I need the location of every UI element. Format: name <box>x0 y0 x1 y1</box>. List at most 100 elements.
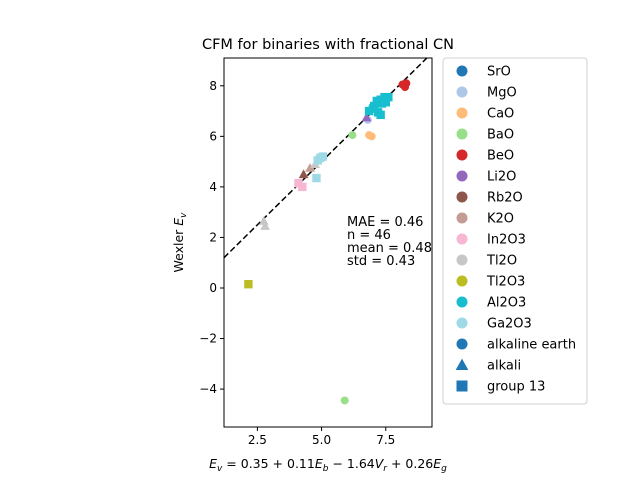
legend-entry: BaO <box>456 128 514 143</box>
y-axis-label-part: Wexler <box>171 226 186 273</box>
chart-title: CFM for binaries with fractional CN <box>202 37 454 53</box>
legend-label: Rb2O <box>487 191 523 206</box>
point-cao-1 <box>367 132 376 141</box>
point-tl2o3-0 <box>244 280 253 289</box>
legend-marker-bao <box>456 128 468 140</box>
legend-marker-in2o3 <box>456 233 468 245</box>
point-in2o3-1 <box>298 182 307 192</box>
x-axis-label-part: E <box>433 456 441 471</box>
legend-label: Ga2O3 <box>487 317 532 332</box>
legend-label: group 13 <box>487 380 545 395</box>
legend-label: Tl2O3 <box>486 275 525 290</box>
legend-marker-mgo <box>456 86 468 98</box>
legend-entry: In2O3 <box>456 233 526 248</box>
stats-line: mean = 0.48 <box>347 241 432 256</box>
x-tick-label: 5.0 <box>312 433 331 447</box>
legend-label: SrO <box>487 65 511 80</box>
legend: SrO MgO CaO BaO BeO Li2O Rb2O K2O In2O3 Tl2O Tl2O3… <box>442 57 588 405</box>
legend-marker-group-13 <box>456 380 468 392</box>
legend-entry: alkaline earth <box>456 338 576 353</box>
x-axis-label-part: b <box>323 464 329 474</box>
legend-entry: alkali <box>455 358 521 374</box>
point-al2o3-10 <box>368 104 378 113</box>
legend-marker-al2o3 <box>456 296 468 308</box>
legend-entry: Li2O <box>456 170 516 185</box>
legend-label: BaO <box>487 128 514 143</box>
legend-label: alkali <box>487 359 521 374</box>
point-ga2o3-3 <box>318 152 328 161</box>
legend-entry: group 13 <box>456 380 545 395</box>
x-axis-label-part: + 0.26 <box>387 456 433 471</box>
x-axis-label-part: E <box>315 456 323 471</box>
plot-area: 2.5 5.0 7.5 −4 −2 0 2 4 6 8 CFM for binaries with … <box>171 37 454 474</box>
legend-label: BeO <box>487 149 514 164</box>
legend-marker-k2o <box>456 212 468 224</box>
point-bao-0 <box>348 131 357 140</box>
legend-entry: CaO <box>456 107 514 122</box>
x-axis-label-part: V <box>375 456 385 471</box>
legend-entry: Tl2O <box>456 254 517 269</box>
x-axis-label-part: g <box>441 464 447 474</box>
y-tick-label: −2 <box>199 332 217 346</box>
legend-label: K2O <box>487 212 514 227</box>
point-al2o3-6 <box>381 98 390 107</box>
parity-line <box>224 58 428 259</box>
y-tick-label: 6 <box>209 129 217 143</box>
legend-marker-alkali <box>455 358 469 371</box>
y-tick-label: 2 <box>209 230 217 244</box>
legend-marker-tl2o3 <box>456 275 468 287</box>
data-points <box>244 79 411 405</box>
legend-frame <box>442 57 588 405</box>
x-axis-label-part: v <box>217 464 223 474</box>
x-axis-label-part: − 1.64 <box>328 456 374 471</box>
legend-marker-cao <box>456 107 468 119</box>
legend-entry: MgO <box>456 86 517 101</box>
point-al2o3-8 <box>372 96 381 106</box>
legend-marker-sro <box>456 65 468 77</box>
legend-label: In2O3 <box>487 233 526 248</box>
x-axis-label-part: = 0.35 + 0.11 <box>222 456 315 471</box>
legend-marker-tl2o <box>456 254 468 266</box>
point-tl2o-1 <box>260 221 270 230</box>
y-tick-label: 4 <box>209 180 217 194</box>
y-tick-label: −4 <box>199 382 217 396</box>
point-beo-2 <box>402 79 411 88</box>
legend-label: Tl2O <box>486 254 517 269</box>
legend-entry: SrO <box>456 65 511 80</box>
legend-label: MgO <box>487 86 517 101</box>
legend-label: CaO <box>487 107 514 122</box>
legend-marker-rb2o <box>456 191 468 203</box>
legend-marker-ga2o3 <box>456 317 468 329</box>
point-ga2o3-0 <box>312 173 321 183</box>
stats-line: std = 0.43 <box>347 254 415 269</box>
legend-entry: Tl2O3 <box>456 275 525 290</box>
legend-entry: Ga2O3 <box>456 317 532 332</box>
y-axis-label-part: E <box>171 218 186 226</box>
x-axis-label-part: r <box>383 464 388 474</box>
point-al2o3-9 <box>376 110 385 120</box>
legend-entry: Al2O3 <box>456 296 526 311</box>
x-tick-label: 7.5 <box>376 433 395 447</box>
y-axis-label-part: v <box>179 212 189 218</box>
legend-label: alkaline earth <box>487 338 576 353</box>
x-axis-label: Ev = 0.35 + 0.11Eb − 1.64Vr + 0.26Eg <box>209 456 447 474</box>
point-li2o-0 <box>361 112 372 122</box>
legend-label: Al2O3 <box>487 296 526 311</box>
point-tl2o-0 <box>258 216 269 225</box>
legend-label: Li2O <box>487 170 516 185</box>
y-tick-label: 0 <box>209 281 217 295</box>
legend-entry: Rb2O <box>456 191 523 206</box>
legend-entry: K2O <box>456 212 514 227</box>
x-axis-label-part: E <box>209 456 217 471</box>
y-tick-label: 8 <box>209 79 217 93</box>
point-k2o-0 <box>305 163 315 172</box>
point-bao-1 <box>340 396 349 405</box>
legend-marker-li2o <box>456 170 468 182</box>
stats-line: MAE = 0.46 <box>347 215 423 230</box>
x-tick-label: 2.5 <box>248 433 267 447</box>
plot-frame <box>223 57 433 428</box>
point-rb2o-0 <box>298 169 309 179</box>
legend-marker-alkaline-earth <box>456 338 468 350</box>
